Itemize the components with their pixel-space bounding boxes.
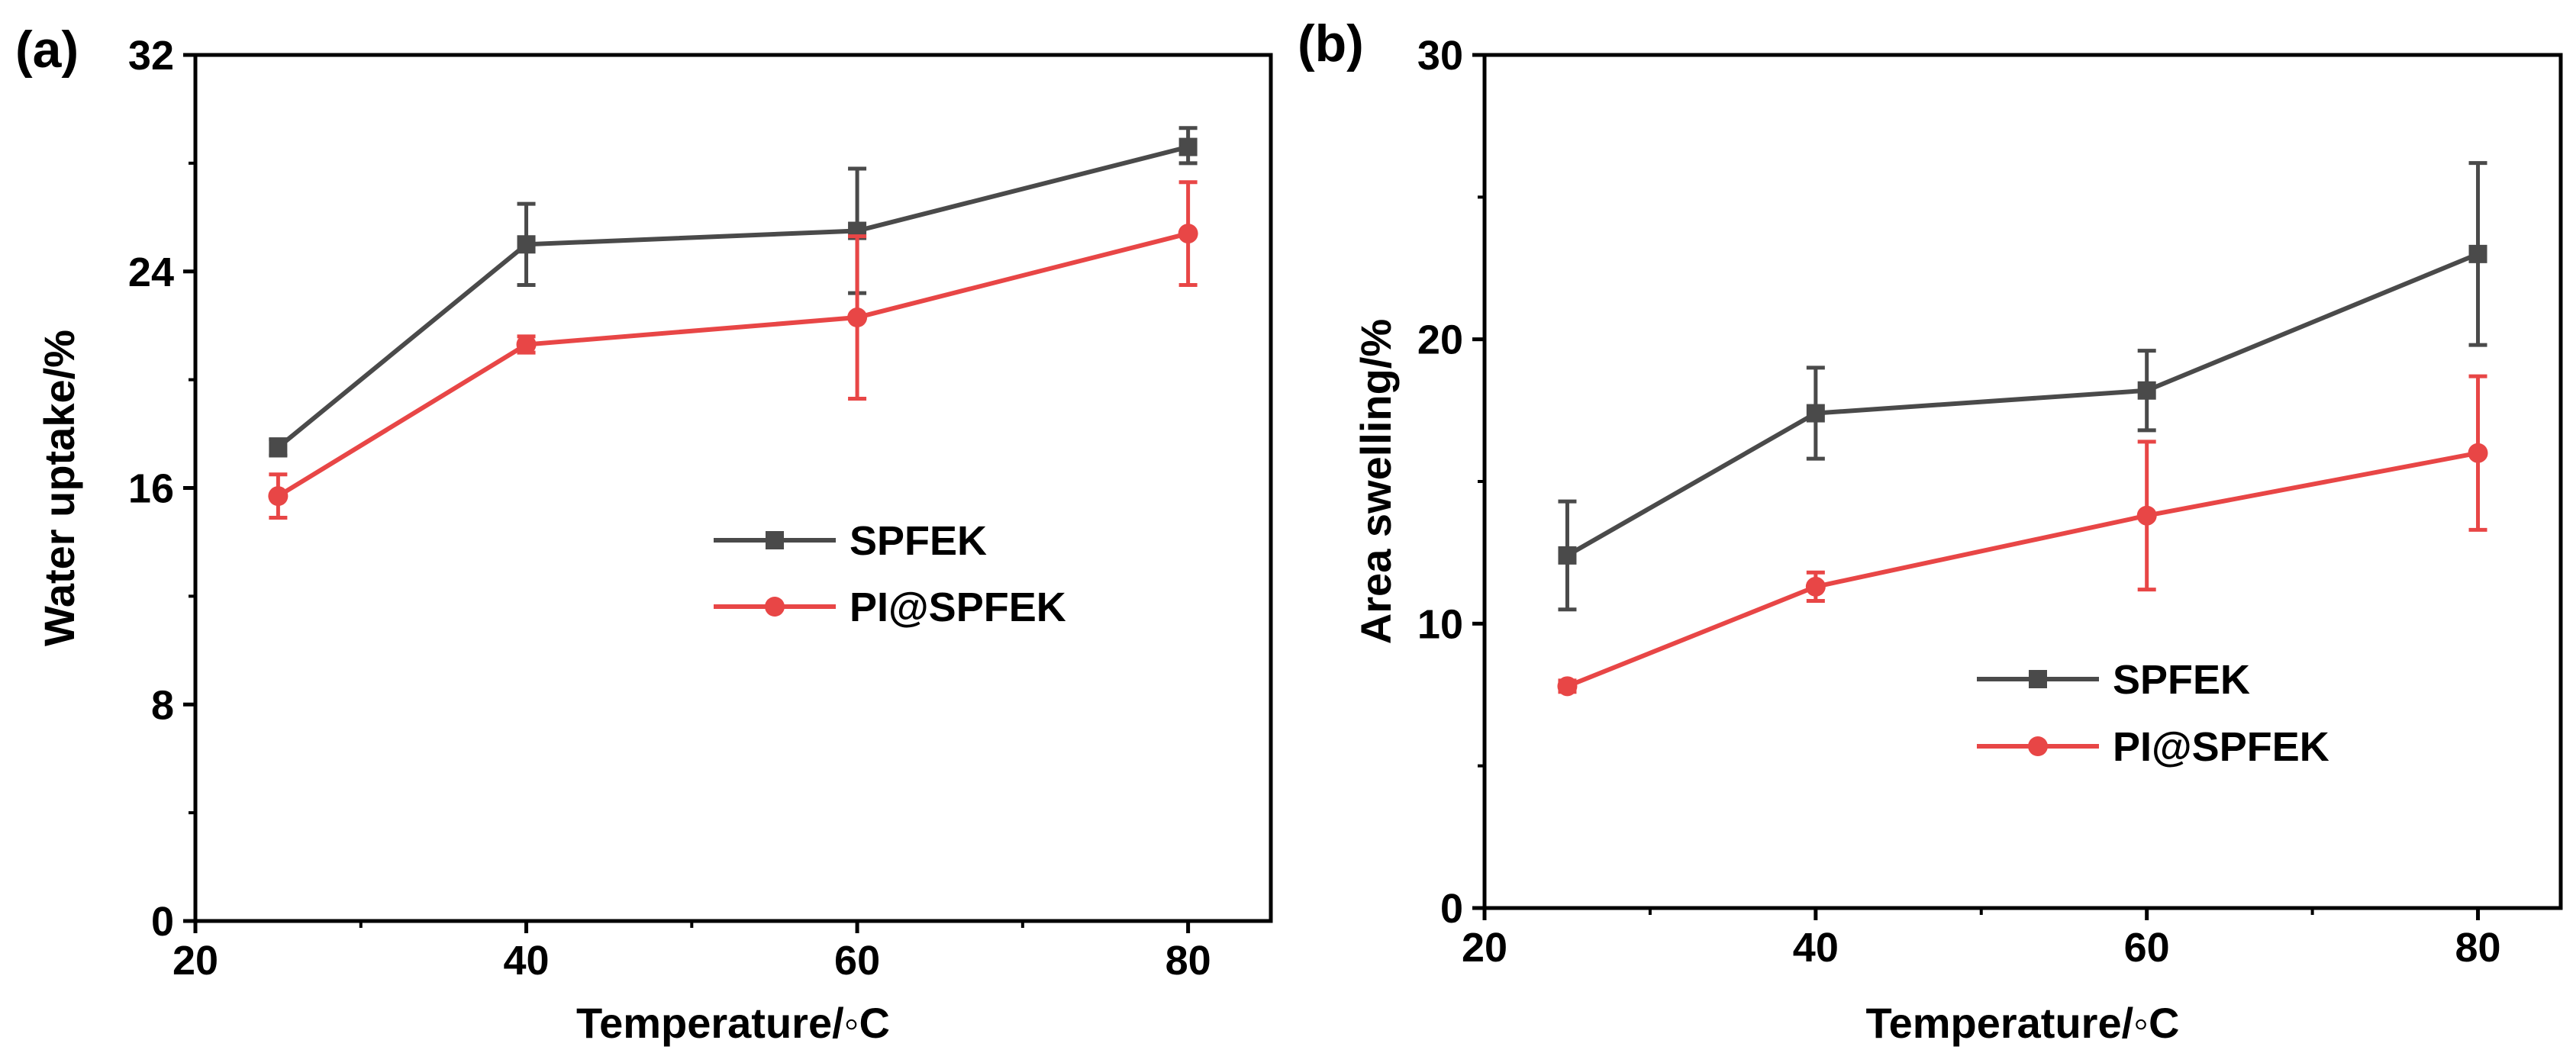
y-tick-label: 30 [1417,33,1463,79]
y-tick-label: 10 [1417,601,1463,647]
x-tick-label: 40 [1793,925,1839,971]
data-point-pi-spfek [1178,224,1198,244]
y-tick-label: 24 [128,250,174,295]
series-line-spfek [276,144,1189,449]
x-axis-title: Temperature/◦C [576,999,890,1047]
legend-marker-spfek [2029,670,2047,688]
legend-label-spfek: SPFEK [2113,657,2250,703]
x-tick-label: 60 [834,938,880,984]
panel-label: (a) [15,21,79,79]
x-tick-label: 40 [503,938,549,984]
y-tick-label: 32 [128,33,174,79]
legend-marker-pi-spfek [765,597,785,617]
y-axis-title: Water uptake/% [35,330,83,646]
y-axis-title: Area swelling/% [1352,319,1400,644]
data-point-pi-spfek [268,486,289,507]
legend-label-pi-spfek: PI@SPFEK [2113,724,2329,770]
data-point-pi-spfek [1557,676,1578,697]
data-point-pi-spfek [516,334,537,355]
series-line-pi-spfek [276,231,1189,498]
data-point-spfek [517,235,536,254]
panel-label: (b) [1298,14,1364,72]
x-tick-label: 20 [1462,925,1507,971]
data-point-spfek [1178,137,1198,156]
legend-marker-spfek [766,531,784,549]
data-point-pi-spfek [2136,505,2157,526]
x-tick-label: 80 [1165,938,1211,984]
legend-marker-pi-spfek [2028,736,2048,756]
plot-frame [1482,53,2563,910]
x-tick-label: 20 [172,938,218,984]
legend-label-spfek: SPFEK [850,518,987,564]
chart-panel-b: (b) 20 40 60 80 0 10 20 30 Temperature/◦C Area swe… [1298,14,2563,1047]
x-tick-label: 80 [2455,925,2500,971]
y-tick-label: 0 [151,899,174,945]
series-line-spfek [1565,252,2479,558]
data-point-spfek [1558,546,1577,565]
data-point-pi-spfek [2468,443,2488,463]
y-tick-label: 8 [151,682,174,728]
series-line-pi-spfek [1566,450,2479,689]
y-tick-label: 16 [128,466,174,512]
data-point-spfek [1806,404,1825,423]
data-point-spfek [269,438,288,457]
y-tick-label: 0 [1440,886,1463,932]
data-point-spfek [2468,244,2487,263]
y-tick-label: 20 [1417,317,1463,363]
data-point-spfek [2137,381,2156,400]
x-axis-title: Temperature/◦C [1866,999,2180,1047]
data-point-pi-spfek [847,308,868,328]
legend-label-pi-spfek: PI@SPFEK [850,584,1066,630]
data-point-pi-spfek [1805,576,1826,597]
x-tick-label: 60 [2124,925,2170,971]
chart-panel-a: (a) 20 40 60 80 0 8 16 24 32 Temperature/◦C Water u… [15,21,1273,1047]
plot-frame [193,53,1273,923]
